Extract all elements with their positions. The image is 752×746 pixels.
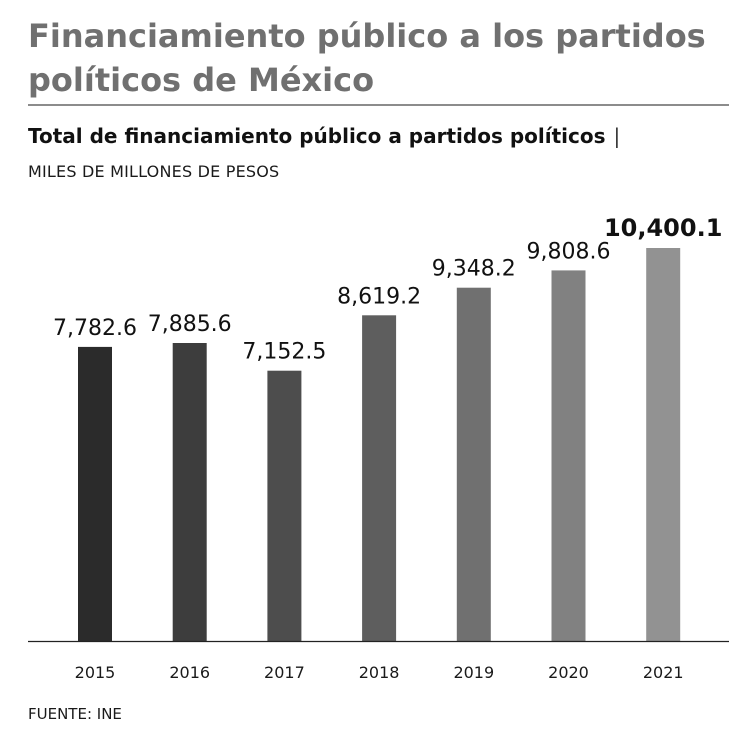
value-label-2018: 8,619.2 xyxy=(337,284,421,309)
chart-subtitle-row: Total de financiamiento público a partid… xyxy=(28,124,620,148)
bar-2018 xyxy=(362,315,397,641)
bar-2017 xyxy=(267,370,302,641)
bar-2016 xyxy=(172,343,207,641)
bar-2021 xyxy=(646,248,681,641)
value-label-2019: 9,348.2 xyxy=(432,257,516,282)
value-label-2021: 10,400.1 xyxy=(604,214,722,242)
x-tick-label-2017: 2017 xyxy=(264,663,305,682)
x-tick-label-2019: 2019 xyxy=(453,663,494,682)
value-label-2020: 9,808.6 xyxy=(527,239,611,264)
x-tick-label-2016: 2016 xyxy=(169,663,210,682)
chart-subtitle: Total de financiamiento público a partid… xyxy=(28,124,606,148)
bar-2020 xyxy=(551,270,586,641)
x-tick-label-2021: 2021 xyxy=(643,663,684,682)
bar-2015 xyxy=(78,346,112,641)
page-title: Financiamiento público a los partidos po… xyxy=(28,17,706,99)
bar-2019 xyxy=(456,287,491,641)
value-label-2017: 7,152.5 xyxy=(242,340,326,365)
x-tick-label-2020: 2020 xyxy=(548,663,589,682)
value-label-2015: 7,782.6 xyxy=(53,316,137,341)
subtitle-separator: | xyxy=(613,124,621,148)
x-tick-label-2018: 2018 xyxy=(359,663,400,682)
x-tick-label-2015: 2015 xyxy=(75,663,116,682)
title-divider xyxy=(28,104,729,106)
value-label-2016: 7,885.6 xyxy=(148,312,232,337)
units-label: MILES DE MILLONES DE PESOS xyxy=(28,162,280,181)
source-note: FUENTE: INE xyxy=(28,705,122,723)
